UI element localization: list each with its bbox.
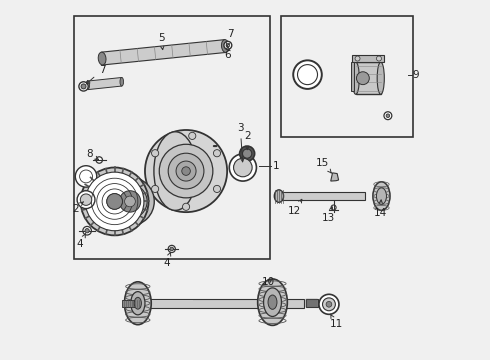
Circle shape [240,146,255,161]
Ellipse shape [124,282,151,325]
Circle shape [376,56,381,61]
Circle shape [182,203,190,210]
Circle shape [243,149,252,158]
Circle shape [182,167,190,175]
Circle shape [214,150,220,157]
Text: 11: 11 [329,314,343,329]
Text: 2: 2 [244,131,251,150]
Bar [281,16,413,137]
Circle shape [214,185,220,193]
Polygon shape [101,40,226,65]
Circle shape [384,112,392,120]
Ellipse shape [134,297,142,309]
Text: 3: 3 [237,123,244,162]
Text: 7: 7 [86,65,105,84]
Ellipse shape [258,279,287,325]
Circle shape [322,298,335,311]
Circle shape [170,247,173,251]
Text: 2: 2 [72,202,84,213]
Circle shape [79,82,88,91]
Text: 1: 1 [272,161,279,171]
Circle shape [107,194,122,209]
Ellipse shape [377,62,384,94]
Bar [74,16,270,258]
Ellipse shape [120,77,123,86]
Bar [356,62,381,94]
Circle shape [331,205,336,210]
Circle shape [113,184,147,219]
Circle shape [119,191,141,212]
Text: 14: 14 [373,200,387,218]
Text: 15: 15 [316,158,331,173]
Circle shape [234,158,252,177]
Ellipse shape [98,52,106,65]
Ellipse shape [221,40,229,53]
Circle shape [81,167,148,235]
Circle shape [96,157,102,163]
Circle shape [75,166,97,187]
Circle shape [168,153,204,189]
Circle shape [159,144,213,198]
Polygon shape [351,62,354,91]
Ellipse shape [264,288,281,316]
Text: 12: 12 [287,199,302,216]
Circle shape [176,161,196,181]
Ellipse shape [274,190,284,202]
Circle shape [151,150,159,157]
Circle shape [326,301,332,307]
Circle shape [81,84,86,89]
Circle shape [145,130,227,212]
Text: 5: 5 [158,33,164,50]
Text: 4: 4 [163,252,171,268]
Bar [279,192,365,201]
Circle shape [229,154,256,181]
Circle shape [168,246,175,252]
Circle shape [124,196,135,207]
Circle shape [319,294,339,314]
Circle shape [77,191,95,208]
Ellipse shape [352,62,359,94]
Text: 8: 8 [86,149,98,159]
Ellipse shape [277,192,281,201]
Text: 10: 10 [262,277,275,287]
Ellipse shape [86,81,90,89]
Text: 9: 9 [412,70,419,80]
Text: 4: 4 [76,234,85,249]
Bar [147,300,193,306]
Circle shape [151,185,159,193]
Polygon shape [88,77,122,90]
Circle shape [80,194,92,205]
Text: 13: 13 [321,207,335,223]
Bar [306,299,318,307]
Circle shape [106,177,154,226]
Text: 7: 7 [226,29,234,46]
Circle shape [356,72,369,85]
Ellipse shape [268,295,277,309]
Bar [122,300,140,307]
Circle shape [83,226,92,235]
Circle shape [85,229,89,233]
Circle shape [355,56,360,61]
Circle shape [189,132,196,139]
Circle shape [293,60,322,89]
Polygon shape [331,173,339,181]
Circle shape [224,41,232,49]
Text: 6: 6 [224,46,231,60]
Circle shape [85,172,144,231]
Ellipse shape [373,182,390,210]
Circle shape [226,44,230,47]
Ellipse shape [131,292,145,315]
Ellipse shape [154,132,197,210]
Ellipse shape [376,188,387,204]
Bar [147,298,304,308]
Circle shape [386,114,390,117]
Bar [352,55,384,62]
